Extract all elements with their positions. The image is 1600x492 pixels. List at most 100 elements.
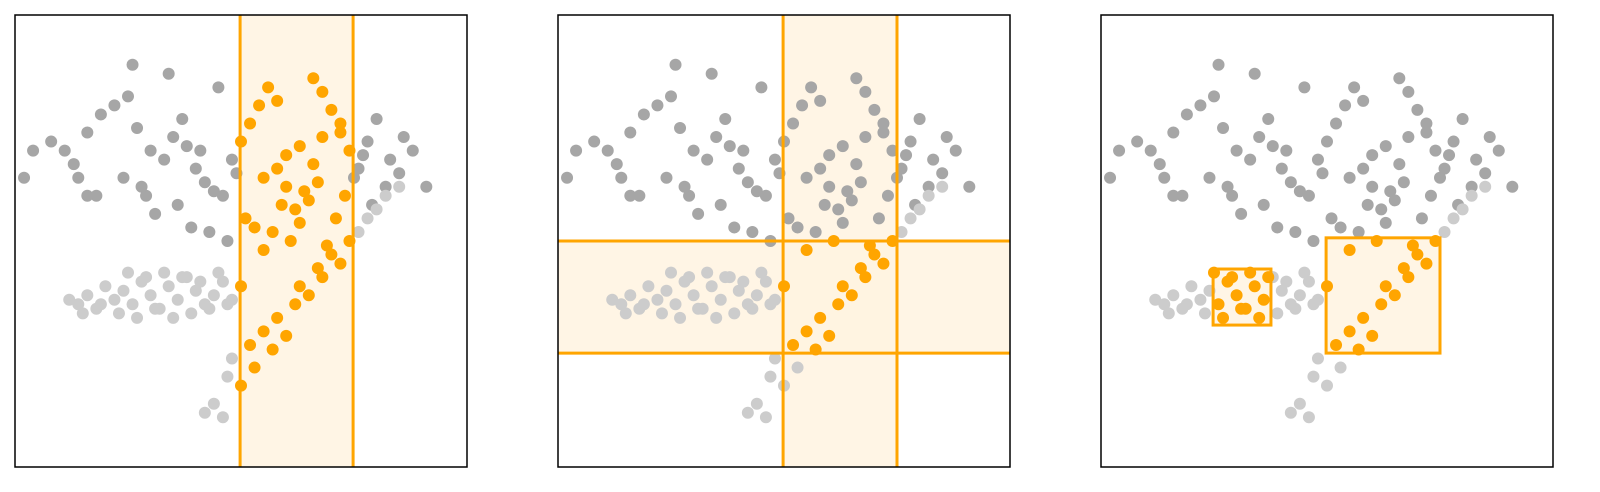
selected-point — [311, 176, 324, 189]
point — [669, 58, 682, 71]
point — [158, 153, 171, 166]
selected-point — [1379, 280, 1392, 293]
point — [1438, 225, 1451, 238]
selected-point — [257, 171, 270, 184]
point — [791, 361, 804, 374]
point — [768, 352, 781, 365]
point — [936, 167, 949, 180]
point — [637, 108, 650, 121]
point — [1248, 67, 1261, 80]
point — [660, 284, 673, 297]
selected-point — [320, 239, 333, 252]
point — [1366, 180, 1379, 193]
selected-point — [868, 248, 881, 261]
point — [94, 108, 107, 121]
point — [683, 271, 696, 284]
selected-point — [1420, 257, 1433, 270]
point — [225, 153, 238, 166]
point — [72, 298, 85, 311]
point — [768, 153, 781, 166]
point — [1180, 108, 1193, 121]
point — [750, 185, 763, 198]
point — [750, 289, 763, 302]
point — [674, 311, 687, 324]
point — [963, 180, 976, 193]
point — [637, 298, 650, 311]
point — [841, 185, 854, 198]
point — [1104, 171, 1117, 184]
point — [723, 140, 736, 153]
selected-point — [239, 212, 252, 225]
point — [384, 153, 397, 166]
brush-outline — [1211, 267, 1273, 327]
point — [759, 275, 772, 288]
point — [800, 171, 813, 184]
point — [1456, 112, 1469, 125]
point — [1262, 112, 1275, 125]
selected-point — [1388, 289, 1401, 302]
point — [741, 176, 754, 189]
selected-point — [832, 298, 845, 311]
point — [90, 189, 103, 202]
selected-point — [863, 239, 876, 252]
point — [859, 131, 872, 144]
point — [94, 298, 107, 311]
selected-point — [271, 162, 284, 175]
point — [185, 307, 198, 320]
selected-point — [800, 244, 813, 257]
selected-point — [248, 221, 261, 234]
panel — [557, 14, 1011, 468]
point — [176, 271, 189, 284]
point — [1352, 225, 1365, 238]
point — [18, 171, 31, 184]
point — [1311, 153, 1324, 166]
point — [221, 235, 234, 247]
point — [710, 131, 723, 144]
point — [1334, 221, 1347, 234]
point — [764, 370, 777, 383]
point — [728, 221, 741, 234]
point — [45, 135, 58, 148]
selected-point — [334, 126, 347, 139]
point — [149, 302, 162, 315]
point — [913, 112, 926, 125]
point — [131, 122, 144, 134]
point — [610, 158, 623, 171]
selected-point — [280, 180, 293, 193]
point — [796, 99, 809, 112]
point — [397, 131, 410, 144]
selected-point — [814, 311, 827, 324]
point — [732, 284, 745, 297]
point — [1424, 189, 1437, 202]
point — [1217, 122, 1230, 134]
point — [1158, 171, 1171, 184]
point — [117, 171, 130, 184]
point — [76, 307, 89, 320]
point — [1393, 158, 1406, 171]
point — [665, 90, 677, 103]
point — [823, 149, 836, 162]
point — [112, 307, 125, 320]
point — [99, 280, 112, 293]
point — [1302, 411, 1315, 424]
selected-point — [1397, 262, 1410, 275]
point — [1411, 103, 1424, 116]
point — [1420, 126, 1433, 139]
point — [665, 266, 677, 279]
point — [728, 307, 741, 320]
point — [1271, 307, 1284, 320]
point — [1402, 85, 1415, 98]
point — [1361, 198, 1374, 211]
point — [1402, 131, 1415, 144]
point — [1198, 307, 1211, 320]
point — [940, 131, 953, 144]
selected-point — [836, 280, 849, 293]
selected-point — [787, 338, 800, 351]
point — [203, 225, 216, 238]
point — [194, 275, 207, 288]
point — [162, 280, 175, 293]
point — [936, 180, 949, 193]
point — [1284, 406, 1297, 419]
point — [1144, 144, 1157, 157]
point — [167, 311, 180, 324]
